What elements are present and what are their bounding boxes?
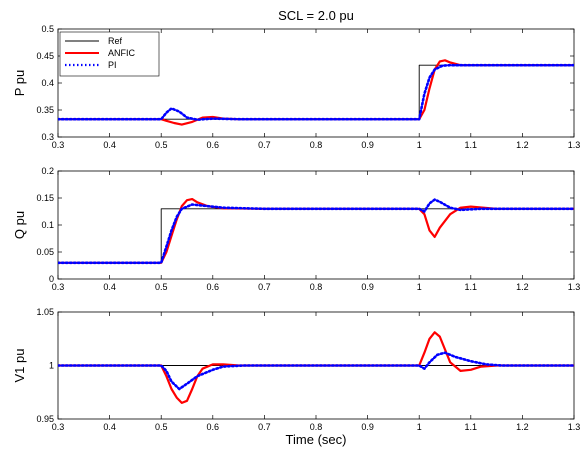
x-tick-label: 0.8 (310, 140, 323, 150)
x-tick-label: 1.1 (465, 140, 478, 150)
x-tick-label: 1.2 (516, 140, 529, 150)
y-tick-label: 0.05 (36, 247, 54, 257)
x-tick-label: 0.4 (103, 422, 116, 432)
series-line-pi (58, 198, 574, 265)
y-tick-label: 0.35 (36, 105, 54, 115)
y-tick-label: 0.95 (36, 414, 54, 424)
x-tick-label: 0.7 (258, 282, 271, 292)
y-axis-label: P pu (12, 70, 27, 97)
series-line-pi (58, 351, 574, 391)
y-tick-label: 1 (49, 361, 54, 371)
x-tick-label: 0.9 (361, 282, 374, 292)
x-tick-label: 1 (417, 422, 422, 432)
y-tick-label: 0 (49, 274, 54, 284)
series-group (58, 198, 574, 265)
x-tick-label: 0.9 (361, 140, 374, 150)
y-tick-label: 1.05 (36, 307, 54, 317)
x-tick-label: 0.8 (310, 282, 323, 292)
x-tick-label: 1.2 (516, 282, 529, 292)
x-tick-label: 1 (417, 140, 422, 150)
x-tick-label: 1.3 (568, 422, 581, 432)
y-tick-label: 0.45 (36, 51, 54, 61)
x-tick-label: 0.5 (155, 140, 168, 150)
series-group (58, 59, 574, 126)
x-tick-label: 0.5 (155, 422, 168, 432)
reactive-power-panel: 0.3 0.4 0.5 0.6 0.7 0.8 0.9 1 1.1 1.2 1.3 0 0.05 0.1 0… (12, 166, 580, 292)
x-tick-label: 0.4 (103, 140, 116, 150)
x-tick-label: 0.5 (155, 282, 168, 292)
x-tick-label: 0.9 (361, 422, 374, 432)
x-tick-label: 0.4 (103, 282, 116, 292)
legend: Ref ANFIC PI (59, 31, 160, 77)
x-tick-label: 0.3 (52, 140, 65, 150)
x-tick-label: 0.6 (207, 282, 220, 292)
x-tick-label: 0.7 (258, 140, 271, 150)
power-panel: 0.3 0.4 0.5 0.6 0.7 0.8 0.9 1 1.1 1.2 1.3 0.3 0.35 0.… (12, 24, 580, 150)
y-tick-label: 0.5 (41, 24, 54, 34)
y-tick-label: 0.3 (41, 132, 54, 142)
series-line-pi (58, 63, 574, 121)
x-tick-label: 1.3 (568, 140, 581, 150)
x-tick-label: 1.1 (465, 422, 478, 432)
x-tick-label: 0.3 (52, 422, 65, 432)
x-tick-label: 0.6 (207, 422, 220, 432)
x-tick-label: 1.2 (516, 422, 529, 432)
x-axis-label: Time (sec) (286, 432, 347, 447)
subplots: 0.3 0.4 0.5 0.6 0.7 0.8 0.9 1 1.1 1.2 1.3 0.3 0.35 0.… (12, 24, 580, 432)
x-tick-label: 0.3 (52, 282, 65, 292)
x-tick-label: 0.8 (310, 422, 323, 432)
y-tick-label: 0.15 (36, 193, 54, 203)
y-axis-label: V1 pu (12, 349, 27, 383)
legend-label: PI (108, 60, 117, 70)
y-tick-label: 0.1 (41, 220, 54, 230)
y-tick-label: 0.2 (41, 166, 54, 176)
y-tick-label: 0.4 (41, 78, 54, 88)
series-group (58, 331, 574, 404)
legend-label: ANFIC (108, 48, 136, 58)
y-axis-label: Q pu (12, 211, 27, 239)
x-tick-label: 1.1 (465, 282, 478, 292)
x-tick-label: 1.3 (568, 282, 581, 292)
chart-title: SCL = 2.0 pu (278, 8, 354, 23)
x-tick-label: 0.7 (258, 422, 271, 432)
voltage-panel: 0.3 0.4 0.5 0.6 0.7 0.8 0.9 1 1.1 1.2 1.3 0.95 1 1.05… (12, 307, 580, 432)
x-tick-label: 0.6 (207, 140, 220, 150)
legend-label: Ref (108, 36, 123, 46)
x-tick-label: 1 (417, 282, 422, 292)
